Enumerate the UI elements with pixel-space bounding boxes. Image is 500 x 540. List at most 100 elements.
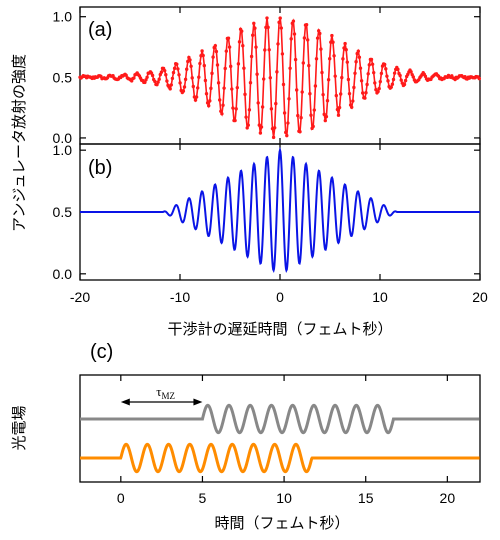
tau-mz-annotation: τMZ	[120, 384, 203, 406]
measured-point	[178, 81, 182, 85]
measured-point	[336, 113, 341, 117]
measured-point	[369, 57, 374, 62]
measured-point	[280, 52, 285, 56]
measured-point	[256, 101, 260, 105]
measured-point	[309, 113, 313, 117]
measured-point	[248, 81, 253, 85]
measured-point	[215, 63, 220, 67]
measured-point	[301, 61, 305, 65]
measured-point	[245, 126, 249, 130]
panel-c-series	[80, 403, 480, 474]
panel-a: 0.0 0.5 1.0 (a)	[53, 6, 481, 146]
measured-point	[194, 95, 199, 99]
measured-point	[345, 60, 349, 64]
measured-point	[403, 78, 408, 83]
measured-point	[315, 36, 320, 40]
measured-point	[363, 96, 367, 100]
measured-point	[296, 113, 300, 118]
measured-point	[193, 98, 198, 102]
measured-point	[208, 99, 212, 103]
measured-point	[307, 63, 311, 68]
measured-point	[318, 31, 322, 36]
measured-point	[292, 32, 297, 36]
measured-point	[313, 84, 318, 88]
measured-point	[209, 86, 213, 91]
panel-b-label: (b)	[88, 157, 112, 179]
measured-point	[265, 16, 269, 20]
measured-point	[254, 45, 258, 49]
measured-point	[231, 106, 235, 110]
measured-point	[350, 105, 354, 109]
measured-point	[365, 82, 369, 87]
measured-point	[263, 48, 267, 52]
panel-a-y-tick-label: 0.5	[53, 69, 73, 85]
panel-b-tick-labels: 0.0 0.5 1.0 -20 -10 0 10 20	[53, 142, 488, 305]
measured-point	[165, 79, 169, 83]
measured-point	[247, 108, 252, 112]
measured-point	[284, 130, 288, 135]
panel-b-x-tick-label: -10	[170, 289, 190, 305]
measured-point	[246, 123, 250, 127]
measured-point	[322, 112, 326, 117]
measured-point	[201, 53, 205, 58]
measured-point	[298, 130, 302, 134]
measured-point	[357, 55, 362, 59]
measured-point	[189, 64, 193, 68]
panel-c-x-tick-label: 15	[358, 490, 374, 506]
delayed-pulse-field-line	[80, 403, 480, 435]
measured-point	[176, 67, 180, 71]
measured-point	[291, 19, 296, 23]
measured-point	[359, 79, 364, 83]
panel-c-x-tick-label: 20	[440, 490, 456, 506]
measured-point	[376, 89, 380, 94]
measured-point	[423, 74, 428, 79]
panel-c-label: (c)	[90, 341, 113, 363]
measured-point	[390, 82, 395, 86]
measured-point	[255, 72, 259, 76]
measured-point	[203, 78, 208, 83]
measured-point	[304, 22, 309, 27]
measured-point	[351, 99, 355, 103]
measured-point	[282, 111, 287, 115]
reference-pulse-field-line	[80, 442, 480, 474]
measured-point	[124, 73, 128, 77]
measured-point	[249, 54, 254, 59]
panel-a-tick-labels: 0.0 0.5 1.0	[53, 9, 73, 146]
measured-point	[319, 47, 323, 51]
measured-point	[341, 57, 345, 61]
measured-point	[253, 26, 257, 30]
panel-c-y-axis-title: 光電場	[10, 405, 28, 450]
measured-point	[411, 75, 415, 79]
measured-point	[302, 36, 307, 40]
measured-point	[399, 78, 403, 82]
measured-point	[175, 62, 179, 66]
measured-point	[191, 84, 195, 89]
measured-point	[277, 20, 281, 25]
measured-point	[260, 105, 265, 109]
measured-point	[289, 37, 293, 41]
panel-c-x-axis-title: 時間（フェムト秒）	[214, 514, 349, 532]
measured-point	[325, 99, 330, 103]
panel-b-x-tick-label: 10	[372, 289, 388, 305]
panel-b-x-tick-label: -20	[70, 289, 90, 305]
tau-mz-arrowhead-right	[193, 398, 203, 406]
measured-point	[207, 104, 211, 108]
measured-point	[396, 67, 400, 72]
measured-point	[190, 76, 194, 80]
measured-point	[163, 68, 167, 73]
measured-point	[234, 107, 238, 111]
panel-b-y-tick-label: 0.0	[53, 266, 73, 282]
measured-point	[477, 76, 481, 81]
measured-point	[188, 58, 192, 62]
measured-point	[330, 33, 334, 38]
panel-a-y-tick-label: 1.0	[53, 9, 73, 25]
measured-point	[230, 87, 234, 91]
measured-point	[229, 64, 233, 69]
measured-point	[328, 57, 332, 61]
panel-c-x-tick-label: 10	[276, 490, 292, 506]
measured-point	[321, 92, 325, 97]
panel-b-y-tick-label: 0.5	[53, 204, 73, 220]
measured-point	[213, 43, 217, 48]
measured-point	[177, 73, 181, 77]
